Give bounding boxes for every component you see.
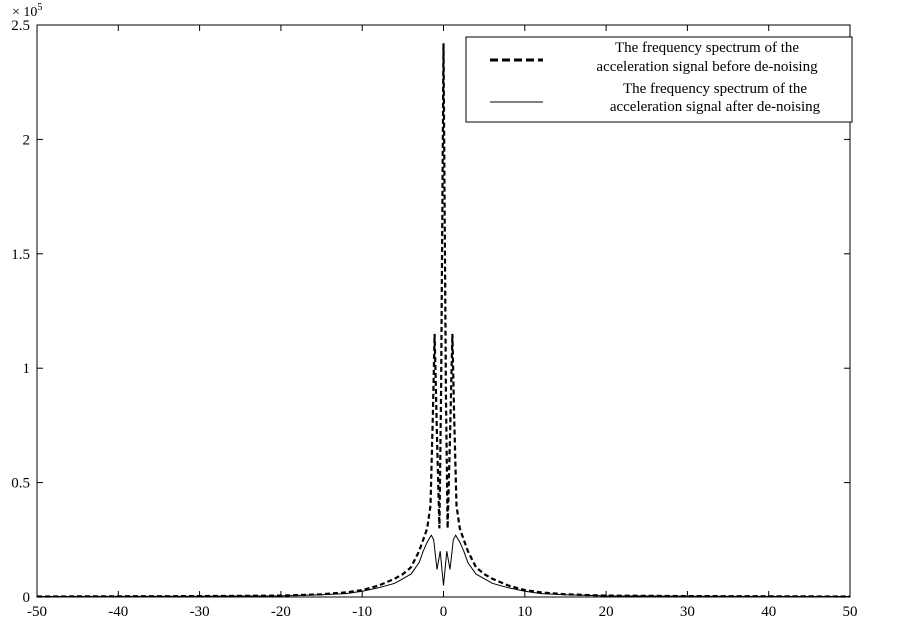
x-tick-label: -30 [190, 604, 210, 620]
series-after-denoising-line [36, 534, 851, 597]
x-tick-label: -10 [352, 604, 372, 620]
x-tick-label: -50 [27, 604, 47, 620]
x-tick-label: 40 [761, 604, 776, 620]
legend-label-before-line1: The frequency spectrum of the [615, 40, 799, 56]
axes: -50 -40 -30 -20 -10 0 10 20 30 40 50 0 0.5 1 1.5 2 2.5 [11, 18, 857, 620]
y-multiplier-label: × 105 [12, 2, 42, 20]
y-tick-label: 2.5 [11, 18, 30, 34]
series-before-denoising-line [36, 43, 851, 598]
x-tick-label: 30 [680, 604, 695, 620]
y-tick-label: 1.5 [11, 247, 30, 263]
plot-frame [36, 24, 851, 598]
legend-label-after-line1: The frequency spectrum of the [623, 81, 807, 97]
y-tick-label: 1 [23, 361, 31, 377]
y-tick-label: 0 [23, 590, 31, 606]
legend: The frequency spectrum of the accelerati… [465, 36, 853, 123]
x-tick-label: 10 [517, 604, 532, 620]
x-tick-label: -20 [271, 604, 291, 620]
x-tick-label: 50 [843, 604, 858, 620]
y-tick-label: 0.5 [11, 476, 30, 492]
plot-area [36, 43, 851, 598]
legend-box [465, 36, 853, 123]
y-multiplier-exponent: 5 [37, 2, 42, 13]
x-tick-label: 0 [440, 604, 448, 620]
x-tick-label: 20 [599, 604, 614, 620]
legend-label-after-line2: acceleration signal after de-noising [610, 99, 821, 115]
y-tick-label: 2 [23, 132, 31, 148]
x-tick-label: -40 [108, 604, 128, 620]
legend-label-before-line2: acceleration signal before de-noising [596, 59, 818, 75]
